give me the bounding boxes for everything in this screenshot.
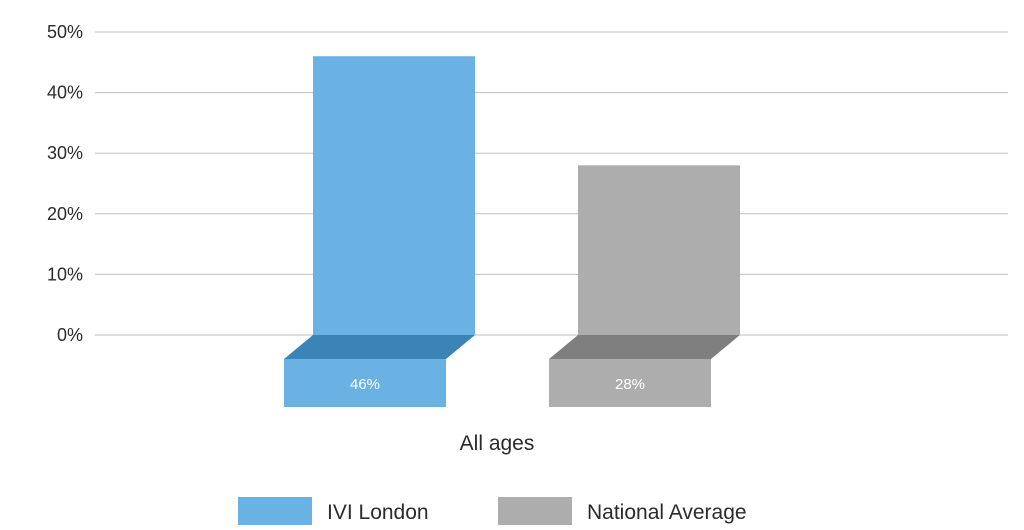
y-tick-label: 40% <box>47 83 83 103</box>
y-tick-label: 30% <box>47 143 83 163</box>
category-label: All ages <box>460 432 535 455</box>
y-tick-label: 0% <box>57 325 83 345</box>
bar-base-top-ivi-london <box>284 335 475 359</box>
bar-base-front-ivi-london <box>284 359 446 407</box>
bar-ivi-london <box>313 56 475 336</box>
legend-label-ivi-london: IVI London <box>327 501 429 524</box>
y-tick-label: 10% <box>47 264 83 284</box>
bar-base-front-national-average <box>549 359 711 407</box>
value-label-ivi-london: 46% <box>350 376 380 393</box>
y-tick-label: 50% <box>47 22 83 42</box>
legend-item-national-average: National Average <box>498 497 747 525</box>
bars: 46% 28% <box>284 56 740 407</box>
bar-base-top-national-average <box>549 335 740 359</box>
legend-swatch-national-average <box>498 497 572 525</box>
value-label-national-average: 28% <box>615 376 645 393</box>
legend-item-ivi-london: IVI London <box>238 497 429 525</box>
y-tick-label: 20% <box>47 204 83 224</box>
bar-national-average <box>578 165 740 335</box>
y-axis-ticks: 0% 10% 20% 30% 40% 50% <box>47 22 83 345</box>
legend-swatch-ivi-london <box>238 497 312 525</box>
legend-label-national-average: National Average <box>587 501 747 524</box>
gridlines <box>95 31 1008 336</box>
legend: IVI London National Average <box>238 497 747 525</box>
